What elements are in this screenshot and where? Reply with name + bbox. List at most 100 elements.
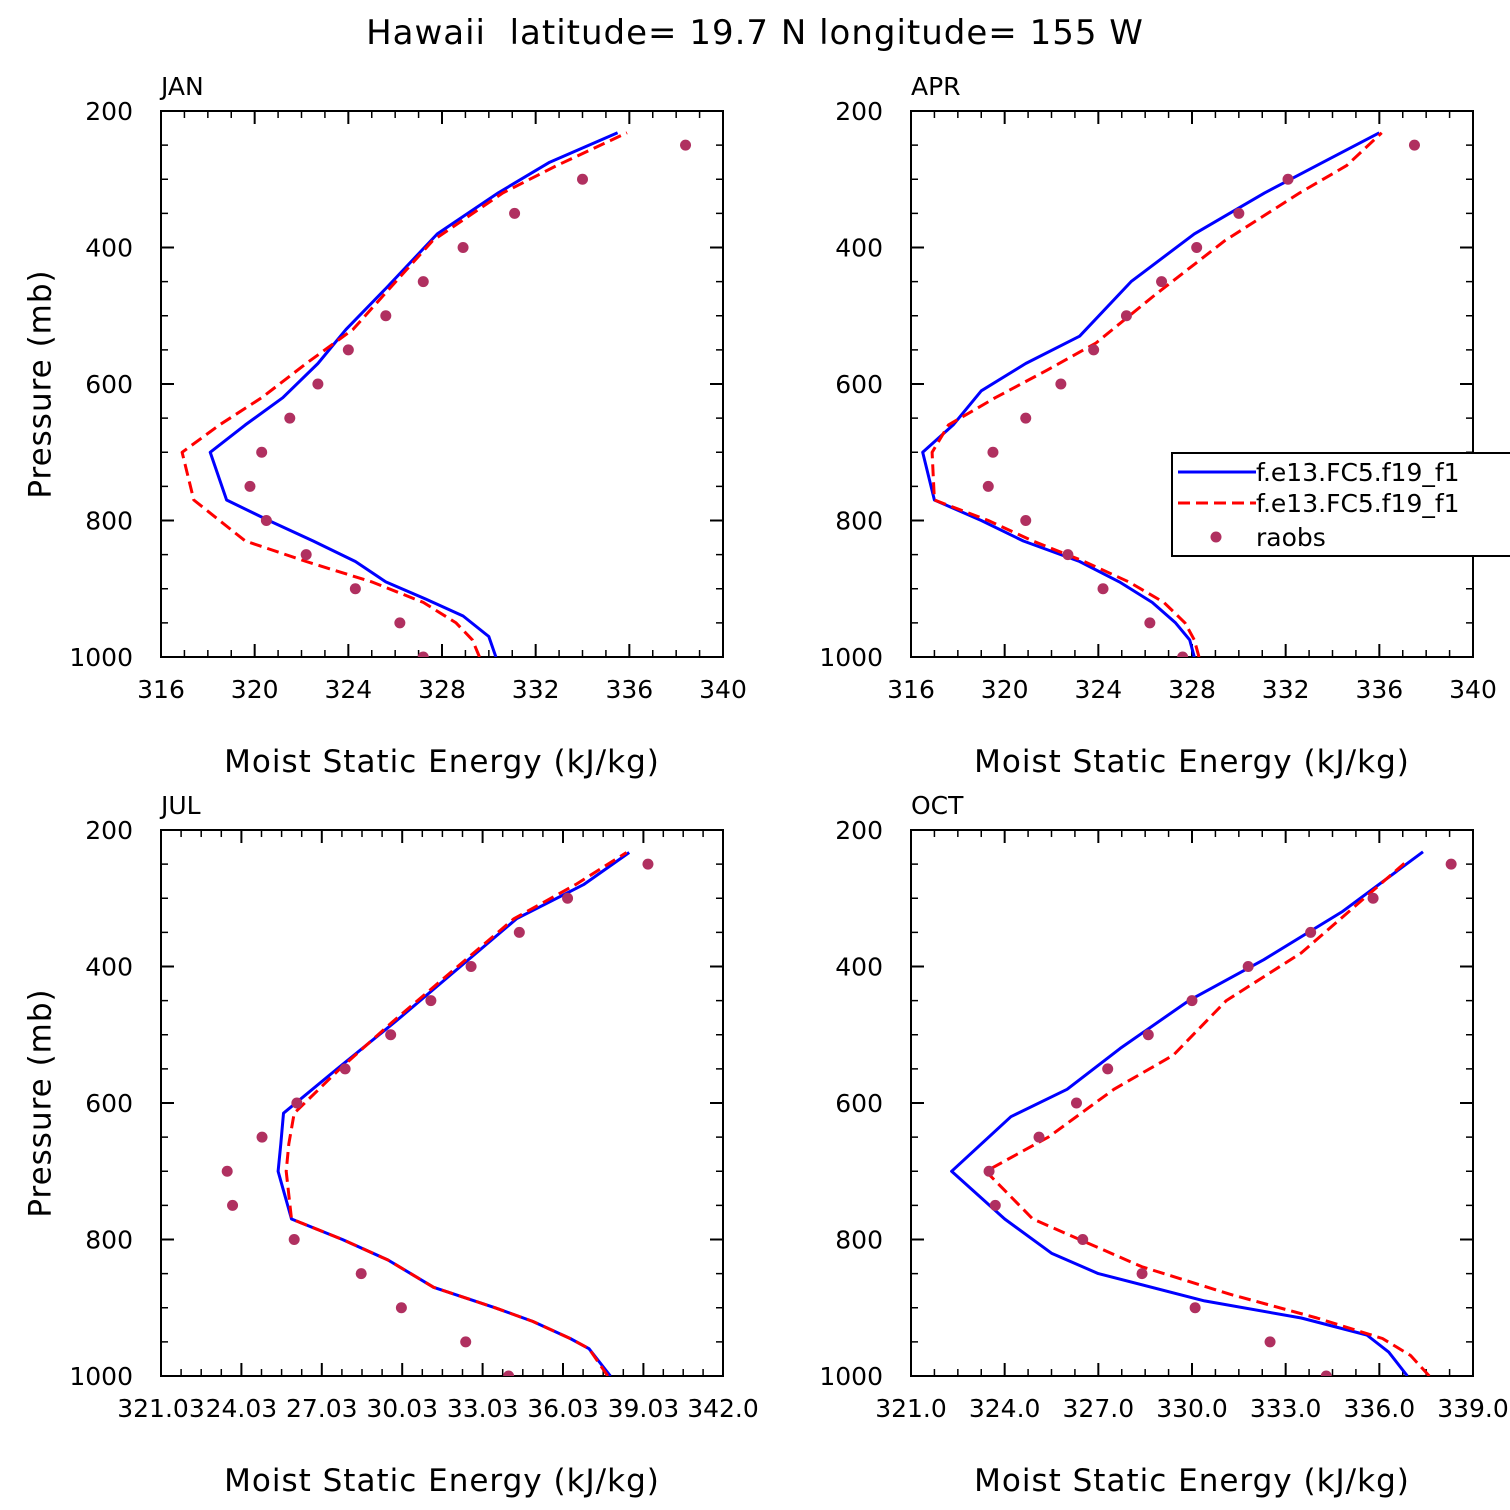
data-layer-jan (180, 131, 692, 657)
legend-label: f.e13.FC5.f19_f1 (1256, 458, 1460, 487)
x-tick-label-oct: 333.0 (1250, 1394, 1322, 1423)
raobs-point-apr (1020, 515, 1032, 526)
x-axis-label-apr: Moist Static Energy (kJ/kg) (974, 744, 1410, 780)
raobs-point-oct (1445, 858, 1457, 870)
y-tick-label-apr: 200 (835, 97, 883, 126)
x-tick-label-jan: 320 (231, 675, 279, 704)
y-tick-label-jul: 800 (85, 1226, 133, 1255)
x-tick-label-jan: 336 (605, 675, 653, 704)
raobs-point-apr (1177, 651, 1189, 657)
legend-box (1171, 452, 1510, 557)
raobs-point-oct (1320, 1370, 1332, 1376)
panel-title-apr: APR (911, 72, 961, 101)
y-tick-label-jan: 400 (85, 234, 133, 263)
plot-frame-apr (910, 110, 1474, 658)
legend-label: raobs (1256, 523, 1326, 552)
raobs-point-jan (300, 549, 312, 561)
raobs-point-oct (1142, 1029, 1154, 1041)
x-tick-label-apr: 320 (981, 675, 1029, 704)
raobs-point-oct (1102, 1063, 1114, 1075)
y-tick-label-jul: 1000 (69, 1362, 133, 1391)
raobs-point-jan (680, 139, 692, 151)
y-tick-label-oct: 400 (835, 953, 883, 982)
series-line-solid-jan (208, 131, 619, 657)
raobs-point-jul (395, 1302, 407, 1314)
y-axis-label-jan: Pressure (mb) (23, 269, 59, 498)
raobs-point-jul (355, 1268, 367, 1280)
x-tick-label-jul: 27.03 (286, 1394, 358, 1423)
panel-title-jul: JUL (159, 791, 201, 820)
raobs-point-apr (1120, 310, 1132, 322)
x-tick-label-jan: 328 (418, 675, 466, 704)
y-tick-label-jul: 600 (85, 1089, 133, 1118)
raobs-point-apr (1055, 378, 1067, 390)
data-layer-oct (950, 850, 1457, 1376)
raobs-point-oct (1077, 1234, 1089, 1245)
raobs-point-oct (1242, 961, 1254, 972)
x-tick-label-apr: 328 (1168, 675, 1216, 704)
y-tick-label-jan: 1000 (69, 643, 133, 672)
raobs-point-apr (1088, 344, 1100, 356)
raobs-point-jul (425, 995, 437, 1007)
x-tick-label-oct: 324.0 (969, 1394, 1041, 1423)
raobs-point-jul (291, 1097, 303, 1109)
raobs-point-jul (460, 1336, 472, 1348)
raobs-point-jul (288, 1234, 300, 1245)
legend-marker-raobs (1210, 531, 1222, 543)
plot-frame-oct (910, 829, 1474, 1377)
x-tick-label-apr: 316 (887, 675, 935, 704)
x-tick-label-jul: 321.03 (117, 1394, 204, 1423)
raobs-point-jan (256, 446, 268, 458)
x-tick-label-jul: 39.03 (608, 1394, 680, 1423)
raobs-point-jul (339, 1063, 351, 1075)
panel-oct: OCT 200 400 600 800 1000 321.0 324.0 327.0 330.0 3… (819, 791, 1508, 1499)
x-axis-label-jan: Moist Static Energy (kJ/kg) (224, 744, 660, 780)
series-line-solid-oct (950, 850, 1424, 1376)
series-line-dashed-apr (930, 131, 1383, 657)
raobs-point-apr (987, 446, 999, 458)
series-line-dashed-jan (180, 131, 628, 657)
raobs-point-apr (1062, 549, 1074, 561)
raobs-point-jul (503, 1370, 515, 1376)
raobs-point-jul (465, 961, 477, 972)
x-tick-label-oct: 327.0 (1063, 1394, 1135, 1423)
raobs-point-jan (244, 480, 256, 492)
figure-title: Hawaii latitude= 19.7 N longitude= 155 W (366, 13, 1144, 53)
x-tick-label-oct: 321.0 (875, 1394, 947, 1423)
raobs-point-jan (417, 651, 429, 657)
panel-title-oct: OCT (911, 791, 964, 820)
y-tick-label-oct: 200 (835, 816, 883, 845)
y-tick-label-oct: 800 (835, 1226, 883, 1255)
raobs-point-jan (312, 378, 324, 390)
y-tick-label-jan: 800 (85, 507, 133, 536)
raobs-point-apr (1020, 412, 1032, 424)
raobs-point-apr (1191, 242, 1203, 253)
x-axis-label-oct: Moist Static Energy (kJ/kg) (974, 1463, 1410, 1499)
raobs-point-apr (982, 480, 994, 492)
series-line-dashed-oct (984, 859, 1431, 1376)
x-tick-label-jul: 33.03 (447, 1394, 519, 1423)
raobs-point-apr (1156, 276, 1168, 288)
x-tick-label-jan: 332 (512, 675, 560, 704)
x-tick-label-apr: 332 (1262, 675, 1310, 704)
raobs-point-jan (349, 583, 361, 595)
raobs-point-jul (256, 1131, 268, 1143)
y-tick-label-jul: 400 (85, 953, 133, 982)
raobs-point-oct (1033, 1131, 1045, 1143)
raobs-point-oct (1189, 1302, 1201, 1314)
raobs-point-oct (989, 1199, 1001, 1211)
panel-jul: JUL 200 400 600 800 1000 321.03 24.03 27.03 30.03… (23, 791, 759, 1499)
raobs-point-jan (417, 276, 429, 288)
raobs-point-jul (221, 1165, 233, 1177)
y-tick-label-jan: 600 (85, 370, 133, 399)
data-layer-apr (921, 131, 1420, 657)
raobs-point-jan (509, 207, 521, 219)
y-tick-label-apr: 800 (835, 507, 883, 536)
raobs-point-oct (1264, 1336, 1276, 1348)
raobs-point-jul (513, 926, 525, 938)
x-tick-label-oct: 336.0 (1344, 1394, 1416, 1423)
raobs-point-jan (457, 242, 469, 253)
plot-frame-jan (160, 110, 724, 658)
